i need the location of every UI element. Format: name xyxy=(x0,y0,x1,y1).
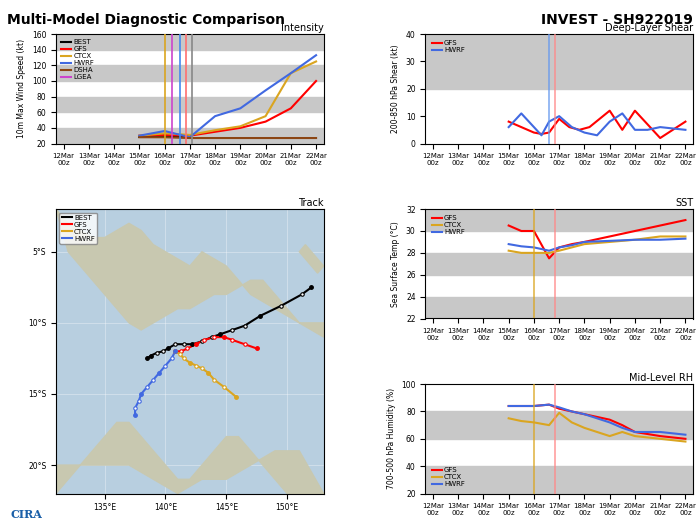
Text: Multi-Model Diagnostic Comparison: Multi-Model Diagnostic Comparison xyxy=(7,13,285,27)
Text: Mid-Level RH: Mid-Level RH xyxy=(629,373,693,383)
Y-axis label: 200-850 hPa Shear (kt): 200-850 hPa Shear (kt) xyxy=(391,45,400,133)
Text: Deep-Layer Shear: Deep-Layer Shear xyxy=(605,23,693,34)
Y-axis label: 700-500 hPa Humidity (%): 700-500 hPa Humidity (%) xyxy=(386,388,395,489)
Text: SST: SST xyxy=(675,198,693,208)
Bar xyxy=(426,297,693,319)
Bar xyxy=(426,466,693,493)
Polygon shape xyxy=(56,209,323,337)
Legend: BEST, GFS, CTCX, HWRF: BEST, GFS, CTCX, HWRF xyxy=(60,213,97,244)
Legend: GFS, HWRF: GFS, HWRF xyxy=(429,38,468,56)
Y-axis label: 10m Max Wind Speed (kt): 10m Max Wind Speed (kt) xyxy=(18,39,26,139)
Text: CIRA: CIRA xyxy=(10,509,43,520)
Bar xyxy=(56,128,323,143)
Bar xyxy=(426,34,693,89)
Bar xyxy=(56,97,323,112)
Bar xyxy=(426,253,693,275)
Legend: GFS, CTCX, HWRF: GFS, CTCX, HWRF xyxy=(429,213,468,238)
Text: INVEST - SH922019: INVEST - SH922019 xyxy=(541,13,693,27)
Legend: BEST, GFS, CTCX, HWRF, DSHA, LGEA: BEST, GFS, CTCX, HWRF, DSHA, LGEA xyxy=(60,38,96,81)
Bar xyxy=(426,412,693,439)
Text: Track: Track xyxy=(298,198,323,208)
Legend: GFS, CTCX, HWRF: GFS, CTCX, HWRF xyxy=(429,465,468,490)
Text: Intensity: Intensity xyxy=(281,23,323,34)
Bar xyxy=(56,66,323,81)
Bar xyxy=(426,209,693,231)
Polygon shape xyxy=(56,423,323,522)
Polygon shape xyxy=(300,245,323,273)
Y-axis label: Sea Surface Temp (°C): Sea Surface Temp (°C) xyxy=(391,221,400,307)
Bar xyxy=(56,34,323,50)
